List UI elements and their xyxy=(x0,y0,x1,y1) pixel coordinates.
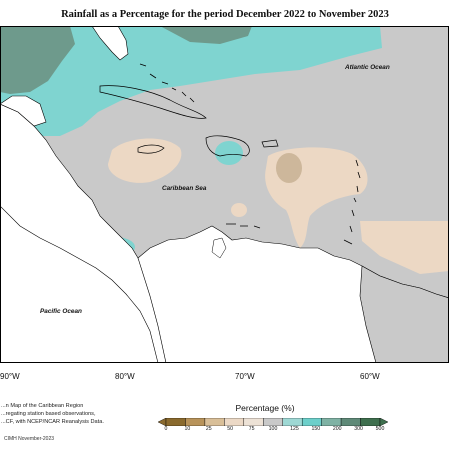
legend-tick-label: 25 xyxy=(205,426,212,432)
legend-tick-label: 50 xyxy=(227,426,234,432)
lake-maracaibo xyxy=(211,237,227,259)
jamaica-outline xyxy=(137,144,165,154)
legend-arrow-high xyxy=(379,418,388,426)
yucatan-land xyxy=(0,95,47,127)
pacific-ocean-label: Pacific Ocean xyxy=(40,308,82,315)
legend-swatch xyxy=(224,418,245,426)
very-wet-area-north xyxy=(160,26,252,44)
copyright-text: CIMH November-2023 xyxy=(4,436,55,442)
legend-swatch xyxy=(340,418,361,426)
legend-swatch xyxy=(204,418,225,426)
legend-swatch xyxy=(243,418,264,426)
puerto-rico-outline xyxy=(261,139,279,148)
guianas-land xyxy=(359,265,449,363)
dry-area-abc-islands xyxy=(231,203,247,217)
map-border xyxy=(0,26,449,363)
legend-swatch xyxy=(165,418,186,426)
legend-tick-label: 75 xyxy=(248,426,255,432)
map-title: Rainfall as a Percentage for the period … xyxy=(61,9,389,20)
legend-tick-label: 200 xyxy=(332,426,342,432)
note-line-2: ...regating station based observations, xyxy=(1,411,96,417)
abc-islands-outline xyxy=(226,223,261,229)
legend-tick-label: 500 xyxy=(375,426,385,432)
wet-area-bahamas xyxy=(66,61,120,90)
legend-swatch xyxy=(360,418,381,426)
note-line-3: ...CF, with NCEP/NCAR Reanalysis Data. xyxy=(1,419,104,425)
legend-colorbar xyxy=(158,418,388,426)
pacific-ocean xyxy=(0,205,159,363)
legend-tick-label: 300 xyxy=(354,426,363,432)
hispaniola-outline xyxy=(205,135,250,157)
legend-swatch xyxy=(321,418,342,426)
legend-tick-label: 125 xyxy=(290,426,299,432)
legend-swatch xyxy=(301,418,322,426)
very-wet-area-northwest xyxy=(0,26,75,94)
legend-title: Percentage (%) xyxy=(235,403,295,413)
caribbean-sea-label: Caribbean Sea xyxy=(162,185,207,192)
lesser-antilles-outline xyxy=(343,159,361,245)
florida-land xyxy=(91,26,129,61)
legend-tick-label: 0 xyxy=(164,426,168,432)
longitude-label-60w: 60°W xyxy=(360,372,380,381)
map-canvas: Atlantic Ocean Caribbean Sea Pacific Oce… xyxy=(0,26,449,363)
dry-area-jamaica xyxy=(108,138,182,183)
legend-tick-label: 150 xyxy=(311,426,321,432)
longitude-label-80w: 80°W xyxy=(115,372,135,381)
wet-area-north xyxy=(0,26,382,136)
longitude-label-70w: 70°W xyxy=(235,372,255,381)
bahamas-outline xyxy=(139,63,195,103)
legend-swatch xyxy=(282,418,303,426)
wet-area-hispaniola xyxy=(215,141,243,165)
note-line-1: ...n Map of the Caribbean Region xyxy=(1,403,84,409)
very-dry-area-eastern-caribbean xyxy=(276,153,302,183)
atlantic-ocean-label: Atlantic Ocean xyxy=(344,64,390,71)
cuba-outline xyxy=(99,85,207,119)
legend-swatch xyxy=(263,418,283,426)
legend-tick-label: 10 xyxy=(184,426,191,432)
legend-tick-label: 100 xyxy=(268,426,278,432)
legend-arrow-low xyxy=(158,418,167,426)
dry-area-south-atlantic xyxy=(360,221,449,274)
longitude-label-90w: 90°W xyxy=(0,372,20,381)
legend-swatch xyxy=(185,418,206,426)
rainfall-map: Atlantic Ocean Caribbean Sea Pacific Oce… xyxy=(0,26,449,363)
